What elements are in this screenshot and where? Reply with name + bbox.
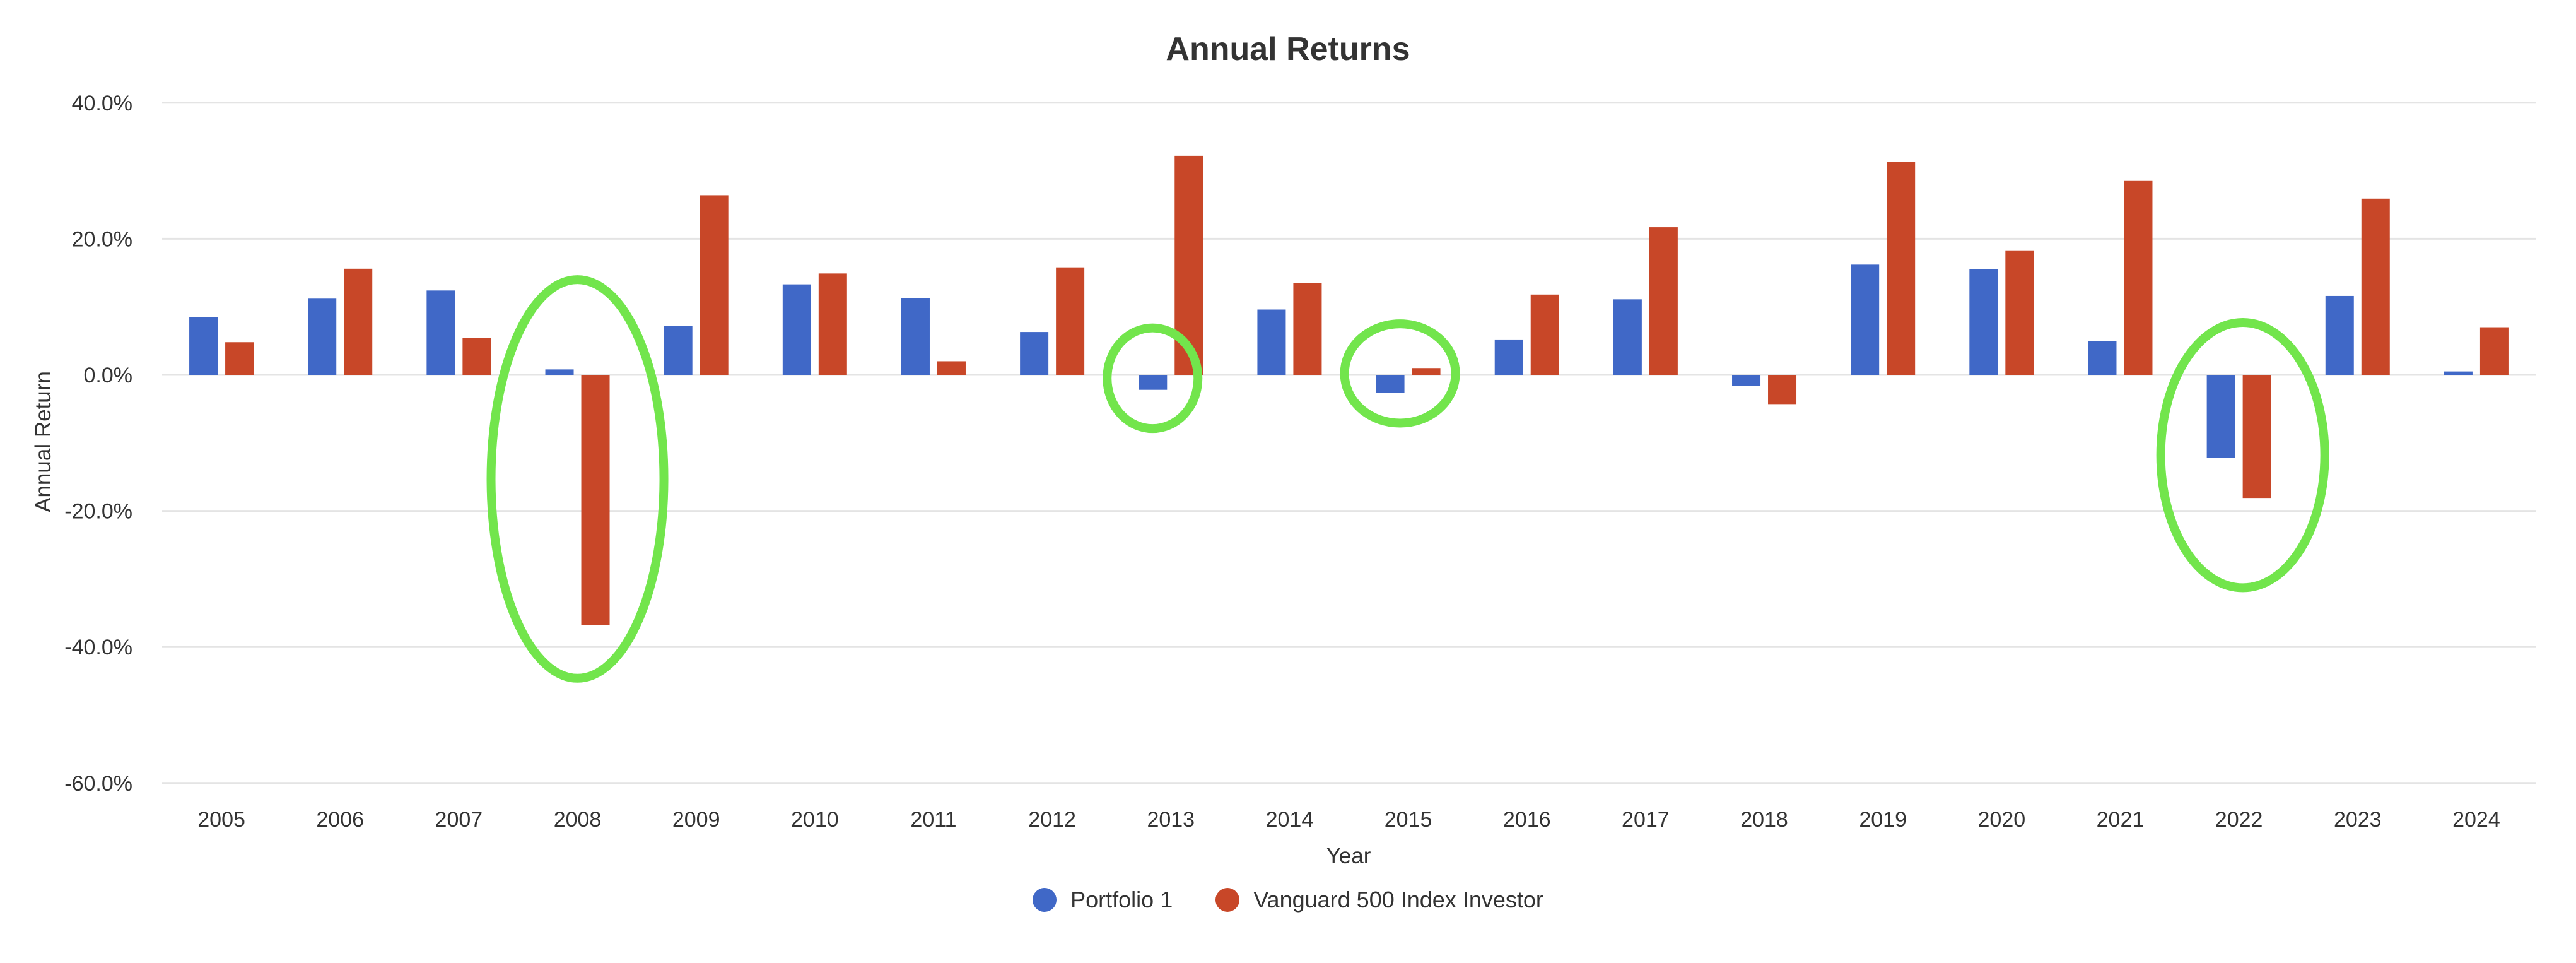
bar-2017-vanguard-500[interactable] — [1649, 227, 1678, 375]
bar-2008-vanguard-500[interactable] — [581, 375, 610, 625]
highlight-ellipse-2008 — [486, 275, 669, 683]
bar-2022-vanguard-500[interactable] — [2242, 375, 2271, 499]
y-axis-tick-labels: 40.0% 20.0% 0.0% -20.0% -40.0% -60.0% — [64, 92, 132, 796]
x-tick-label-2024: 2024 — [2452, 808, 2500, 832]
bar-2007-vanguard-500[interactable] — [462, 338, 491, 375]
bar-2024-portfolio-1[interactable] — [2444, 371, 2473, 375]
x-tick-label-2014: 2014 — [1266, 808, 1314, 832]
y-tick-label: 40.0% — [72, 92, 132, 115]
bar-2023-portfolio-1[interactable] — [2325, 295, 2354, 375]
chart-title: Annual Returns — [1166, 31, 1410, 68]
bar-2009-vanguard-500[interactable] — [700, 195, 729, 375]
y-tick-label: -20.0% — [64, 500, 132, 524]
highlight-annotations — [486, 275, 2329, 683]
bar-2022-portfolio-1[interactable] — [2206, 375, 2235, 458]
highlight-ellipse-2013 — [1103, 323, 1203, 434]
x-tick-label-2006: 2006 — [316, 808, 364, 832]
y-axis-title: Annual Return — [31, 371, 56, 512]
bar-2009-portfolio-1[interactable] — [664, 326, 693, 375]
y-tick-label: 0.0% — [84, 363, 133, 387]
gridlines — [162, 102, 2536, 784]
legend-marker-portfolio-1-icon — [1033, 888, 1057, 912]
bar-2005-vanguard-500[interactable] — [225, 342, 254, 375]
bar-2019-vanguard-500[interactable] — [1887, 162, 1916, 375]
x-tick-label-2005: 2005 — [197, 808, 245, 832]
x-tick-label-2023: 2023 — [2334, 808, 2382, 832]
bar-2014-portfolio-1[interactable] — [1257, 309, 1286, 375]
legend-label-vanguard-500: Vanguard 500 Index Investor — [1253, 887, 1543, 913]
bar-2014-vanguard-500[interactable] — [1293, 283, 1322, 375]
bar-2005-portfolio-1[interactable] — [189, 317, 218, 375]
bar-2020-portfolio-1[interactable] — [1969, 269, 1998, 375]
bar-2016-vanguard-500[interactable] — [1530, 294, 1559, 375]
bar-2010-portfolio-1[interactable] — [782, 284, 811, 375]
bar-2006-portfolio-1[interactable] — [308, 298, 337, 375]
x-tick-label-2017: 2017 — [1622, 808, 1670, 832]
bar-2024-vanguard-500[interactable] — [2479, 327, 2509, 375]
x-tick-label-2011: 2011 — [910, 808, 956, 832]
bar-2016-portfolio-1[interactable] — [1494, 339, 1523, 375]
bar-2011-portfolio-1[interactable] — [901, 298, 930, 375]
legend-item-portfolio-1[interactable]: Portfolio 1 — [1033, 887, 1173, 913]
bar-2012-vanguard-500[interactable] — [1056, 267, 1085, 375]
y-tick-label: -60.0% — [64, 772, 132, 796]
x-tick-label-2021: 2021 — [2097, 808, 2145, 832]
x-tick-label-2020: 2020 — [1978, 808, 2026, 832]
y-tick-label: -40.0% — [64, 635, 132, 659]
x-tick-label-2015: 2015 — [1385, 808, 1432, 832]
x-tick-label-2012: 2012 — [1028, 808, 1076, 832]
highlight-ellipse-2015 — [1340, 319, 1460, 428]
x-axis-title: Year — [1326, 844, 1371, 868]
x-tick-label-2009: 2009 — [672, 808, 720, 832]
bar-2007-portfolio-1[interactable] — [426, 290, 455, 375]
x-tick-label-2008: 2008 — [554, 808, 602, 832]
bar-2015-vanguard-500[interactable] — [1412, 368, 1441, 375]
bar-2018-vanguard-500[interactable] — [1768, 375, 1797, 405]
bar-2006-vanguard-500[interactable] — [344, 268, 373, 375]
y-tick-label: 20.0% — [72, 227, 132, 251]
x-tick-label-2007: 2007 — [435, 808, 483, 832]
bar-2012-portfolio-1[interactable] — [1020, 332, 1049, 375]
x-tick-label-2018: 2018 — [1740, 808, 1788, 832]
x-tick-label-2019: 2019 — [1859, 808, 1907, 832]
x-tick-label-2022: 2022 — [2215, 808, 2263, 832]
bar-2017-portfolio-1[interactable] — [1613, 299, 1642, 375]
bar-2019-portfolio-1[interactable] — [1851, 264, 1880, 375]
bar-2008-portfolio-1[interactable] — [545, 369, 574, 375]
legend: Portfolio 1 Vanguard 500 Index Investor — [0, 887, 2576, 913]
legend-label-portfolio-1: Portfolio 1 — [1070, 887, 1173, 913]
bar-2021-portfolio-1[interactable] — [2088, 341, 2117, 375]
legend-item-vanguard-500[interactable]: Vanguard 500 Index Investor — [1215, 887, 1543, 913]
bar-2021-vanguard-500[interactable] — [2124, 180, 2153, 375]
bar-2010-vanguard-500[interactable] — [818, 273, 847, 375]
bar-2020-vanguard-500[interactable] — [2005, 250, 2034, 375]
x-tick-label-2013: 2013 — [1147, 808, 1195, 832]
bar-2018-portfolio-1[interactable] — [1732, 375, 1761, 386]
x-tick-label-2016: 2016 — [1503, 808, 1551, 832]
x-axis-tick-labels: 2005 2006 2007 2008 2009 2010 2011 2012 2013 2014… — [197, 808, 2500, 832]
legend-marker-vanguard-500-icon — [1215, 888, 1240, 912]
bar-2023-vanguard-500[interactable] — [2361, 198, 2390, 375]
bar-series — [189, 155, 2509, 625]
bar-2013-portfolio-1[interactable] — [1139, 375, 1168, 390]
highlight-ellipse-2022 — [2156, 317, 2329, 593]
bar-2011-vanguard-500[interactable] — [937, 361, 966, 375]
x-tick-label-2010: 2010 — [791, 808, 839, 832]
bar-2015-portfolio-1[interactable] — [1376, 375, 1405, 393]
